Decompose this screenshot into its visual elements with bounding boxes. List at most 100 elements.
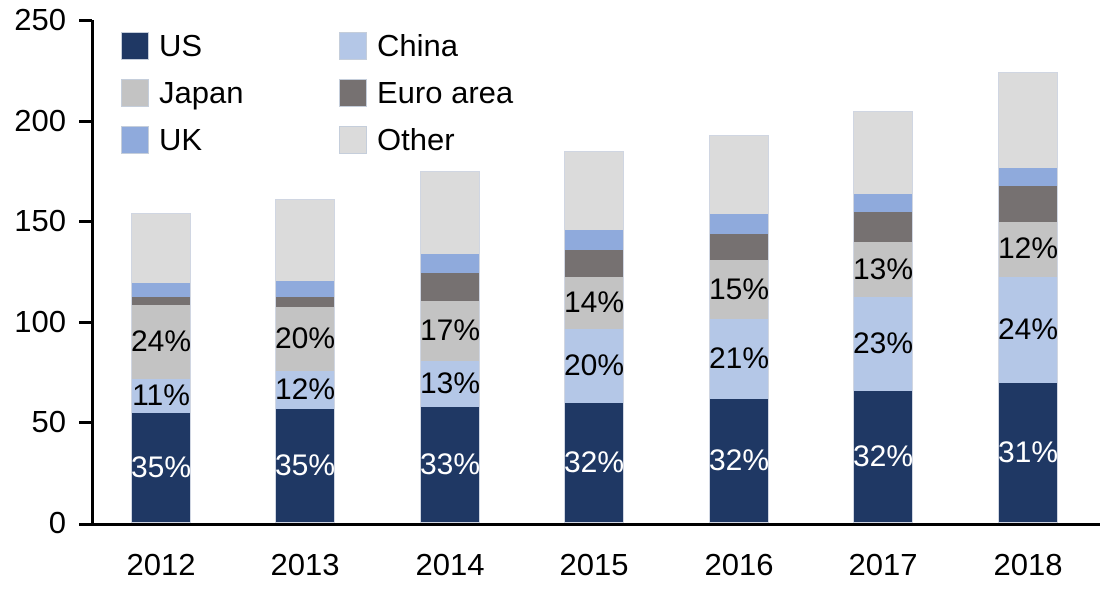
bar-segment-us-2013: 35% (274, 409, 336, 522)
bar-segment-euro-area-2015 (565, 250, 623, 277)
x-axis-line (79, 523, 1100, 526)
y-axis-tick-label: 150 (14, 203, 66, 238)
x-axis-tick-label: 2016 (704, 547, 774, 582)
legend-item-label: Other (377, 122, 455, 157)
legend-item-us: US (122, 22, 340, 69)
chart-legend: US China Japan Euro area UK Other (122, 22, 513, 163)
y-axis-tick-label: 250 (14, 2, 66, 37)
legend-swatch-icon (340, 126, 366, 153)
legend-item-label: US (159, 28, 203, 63)
segment-data-label: 23% (852, 326, 914, 360)
bar-segment-euro-area-2012 (132, 296, 190, 305)
bar-2012: 35% 11% 24% (130, 214, 192, 522)
y-axis-tick-label: 50 (31, 404, 66, 439)
bar-2013: 35% 12% 20% (274, 200, 336, 522)
x-axis-tick-label: 2018 (993, 547, 1063, 582)
y-axis-tick-label: 0 (48, 505, 66, 540)
segment-data-label: 32% (563, 445, 625, 479)
y-axis-tick (79, 321, 92, 324)
segment-data-label: 14% (563, 285, 625, 319)
segment-data-label: 13% (852, 252, 914, 286)
bar-segment-other-2014 (421, 171, 479, 255)
legend-swatch-icon (340, 79, 366, 106)
legend-swatch-icon (122, 79, 148, 106)
bar-segment-other-2015 (565, 151, 623, 231)
legend-item-other: Other (340, 116, 513, 163)
bar-segment-china-2018: 24% (997, 276, 1059, 384)
bar-segment-japan-2015: 14% (563, 276, 625, 329)
segment-data-label: 24% (997, 312, 1059, 346)
x-axis-tick-label: 2013 (270, 547, 340, 582)
bar-segment-euro-area-2016 (710, 234, 768, 261)
bar-segment-china-2016: 21% (708, 318, 770, 400)
bar-segment-uk-2016 (710, 214, 768, 235)
segment-data-label: 11% (132, 379, 190, 413)
x-axis-tick-label: 2014 (415, 547, 485, 582)
y-axis-tick (79, 120, 92, 123)
segment-data-label: 35% (130, 450, 192, 484)
bar-segment-japan-2013: 20% (274, 306, 336, 372)
bar-segment-japan-2018: 12% (997, 222, 1059, 277)
bar-segment-uk-2015 (565, 230, 623, 251)
legend-swatch-icon (122, 32, 148, 59)
y-axis-line (91, 20, 94, 526)
bar-segment-euro-area-2014 (421, 272, 479, 301)
bar-segment-euro-area-2013 (276, 296, 334, 307)
segment-data-label: 35% (274, 448, 336, 482)
segment-data-label: 20% (274, 321, 336, 355)
bar-segment-us-2016: 32% (708, 399, 770, 522)
bar-segment-other-2016 (710, 135, 768, 215)
y-axis-tick-label: 200 (14, 103, 66, 138)
bar-2014: 33% 13% 17% (419, 171, 481, 522)
bar-segment-us-2018: 31% (997, 383, 1059, 522)
bar-segment-china-2013: 12% (275, 371, 335, 410)
bar-2018: 31% 24% 12% (997, 73, 1059, 522)
bar-segment-other-2018 (999, 73, 1057, 168)
bar-segment-euro-area-2018 (999, 186, 1057, 223)
bar-segment-uk-2018 (999, 167, 1057, 187)
bar-2015: 32% 20% 14% (563, 151, 625, 522)
legend-item-uk: UK (122, 116, 340, 163)
segment-data-label: 20% (563, 349, 625, 383)
bar-segment-other-2012 (132, 214, 190, 283)
segment-data-label: 24% (130, 324, 192, 358)
legend-item-euro-area: Euro area (340, 69, 513, 116)
legend-item-label: UK (159, 122, 203, 157)
y-axis-tick-label: 100 (14, 304, 66, 339)
legend-swatch-icon (122, 126, 148, 153)
bar-segment-china-2014: 13% (419, 361, 481, 408)
bar-segment-uk-2017 (854, 194, 912, 213)
x-axis-tick-label: 2012 (126, 547, 196, 582)
bar-2016: 32% 21% 15% (708, 135, 770, 522)
y-axis-tick (79, 220, 92, 223)
legend-item-japan: Japan (122, 69, 340, 116)
segment-data-label: 32% (708, 443, 770, 477)
bar-segment-other-2017 (854, 111, 912, 195)
legend-item-label: China (377, 28, 458, 63)
segment-data-label: 15% (708, 272, 770, 306)
legend-item-label: Euro area (377, 75, 514, 110)
bar-segment-japan-2012: 24% (130, 304, 192, 380)
segment-data-label: 31% (997, 435, 1059, 469)
segment-data-label: 32% (852, 439, 914, 473)
bar-segment-china-2012: 11% (132, 379, 190, 414)
bar-segment-uk-2014 (421, 254, 479, 273)
bar-segment-us-2015: 32% (563, 403, 625, 522)
segment-data-label: 33% (419, 447, 481, 481)
segment-data-label: 13% (419, 367, 481, 401)
y-axis-tick (79, 19, 92, 22)
bar-segment-japan-2017: 13% (852, 242, 914, 297)
segment-data-label: 21% (708, 342, 770, 376)
bar-segment-japan-2014: 17% (420, 300, 480, 362)
segment-data-label: 12% (997, 232, 1059, 266)
bar-segment-japan-2016: 15% (708, 260, 770, 319)
bar-2017: 32% 23% 13% (852, 111, 914, 522)
x-axis-tick-label: 2015 (559, 547, 629, 582)
x-axis-tick-label: 2017 (848, 547, 918, 582)
bar-segment-china-2017: 23% (852, 296, 914, 392)
bar-segment-uk-2012 (132, 282, 190, 297)
bar-segment-uk-2013 (276, 280, 334, 297)
bar-segment-euro-area-2017 (854, 212, 912, 243)
bar-segment-china-2015: 20% (563, 328, 625, 404)
